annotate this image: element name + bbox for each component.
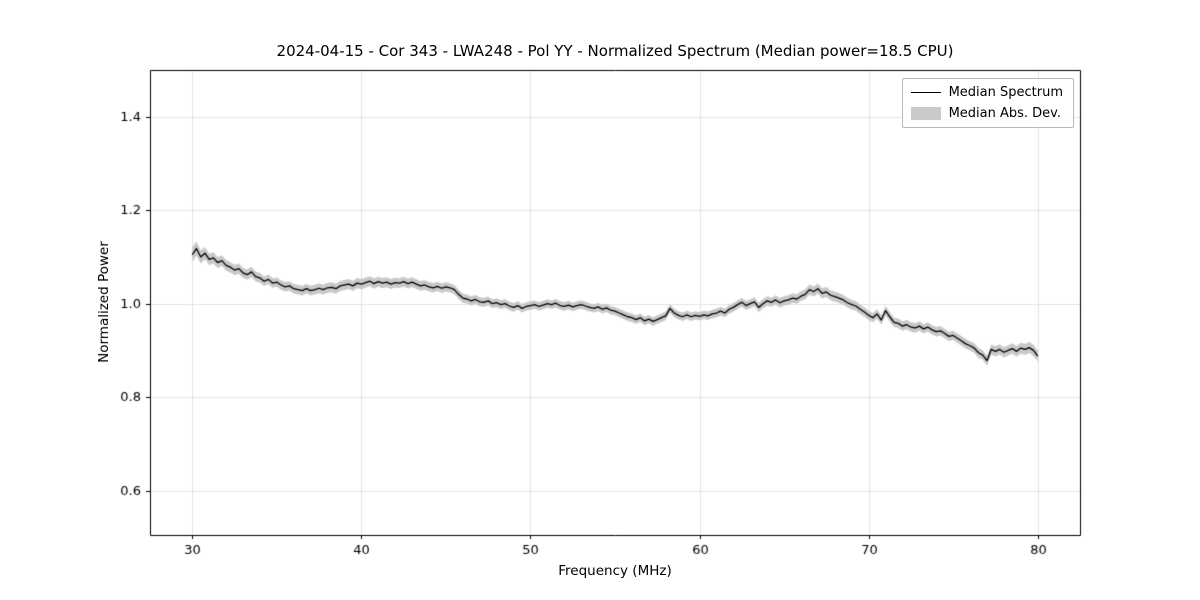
legend-entry-median-spectrum: Median Spectrum: [910, 85, 1063, 100]
legend-box: Median Spectrum Median Abs. Dev.: [901, 78, 1074, 128]
legend-label-median-abs-dev: Median Abs. Dev.: [948, 106, 1062, 121]
legend-line-sample-icon: [910, 92, 941, 93]
y-axis-label: Normalized Power: [96, 241, 112, 363]
legend-label-median-spectrum: Median Spectrum: [948, 85, 1063, 100]
chart-title: 2024-04-15 - Cor 343 - LWA248 - Pol YY -…: [276, 42, 954, 60]
x-axis-label: Frequency (MHz): [558, 563, 672, 579]
legend-patch-sample-icon: [910, 107, 941, 120]
legend-entry-median-abs-dev: Median Abs. Dev.: [910, 106, 1063, 121]
